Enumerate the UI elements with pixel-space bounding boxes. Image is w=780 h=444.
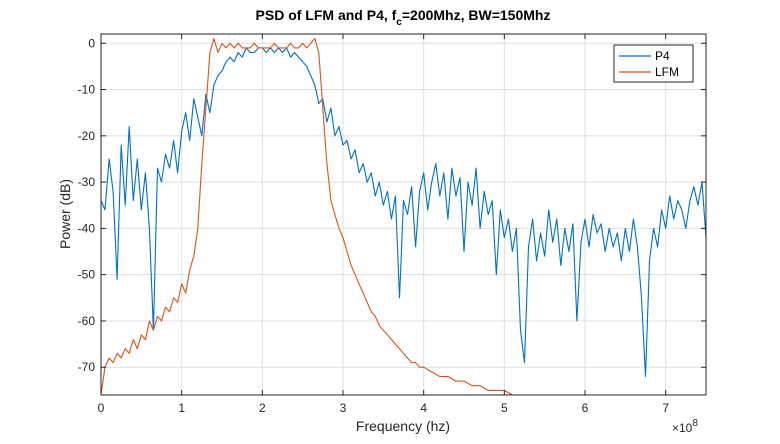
series-line-lfm: [101, 38, 529, 395]
y-axis-label: Power (dB): [57, 179, 73, 249]
x-tick-label: 2: [259, 401, 266, 415]
axis-ticks: 0 1 2 3 4 5 6 7 0 -10 -20 -30 -40 -50 -60 -70: [78, 34, 706, 415]
x-axis-label: Frequency (hz): [356, 418, 450, 434]
y-tick-label: -50: [78, 268, 96, 282]
y-tick-label: -70: [78, 360, 96, 374]
x-tick-label: 4: [420, 401, 427, 415]
x-tick-label: 7: [662, 401, 669, 415]
y-tick-label: -30: [78, 175, 96, 189]
y-tick-label: 0: [88, 36, 95, 50]
x-exponent-power: 8: [692, 418, 698, 429]
plot-frame: [100, 33, 707, 396]
y-tick-label: -60: [78, 314, 96, 328]
chart-title-subscript: c: [396, 17, 402, 28]
chart-title: PSD of LFM and P4, fc=200Mhz, BW=150Mhz: [256, 7, 551, 28]
y-tick-label: -40: [78, 221, 96, 235]
x-tick-label: 3: [340, 401, 347, 415]
y-tick-label: -20: [78, 129, 96, 143]
x-exponent-base: ×10: [672, 421, 693, 435]
legend-box: [613, 44, 694, 83]
x-tick-label: 5: [501, 401, 508, 415]
x-tick-label: 6: [582, 401, 589, 415]
x-exponent-label: ×108: [672, 418, 698, 435]
plot-area: [101, 34, 706, 395]
legend-label-lfm: LFM: [655, 65, 679, 79]
x-tick-label: 0: [98, 401, 105, 415]
chart-title-main: PSD of LFM and P4, f: [256, 7, 397, 23]
legend[interactable]: P4 LFM: [613, 44, 694, 83]
grid-lines: [100, 34, 706, 395]
legend-label-p4: P4: [655, 49, 670, 63]
series-lines: [101, 38, 706, 395]
series-line-p4: [101, 47, 706, 378]
y-tick-label: -10: [78, 83, 96, 97]
chart-title-rest: =200Mhz, BW=150Mhz: [402, 7, 551, 23]
x-tick-label: 1: [178, 401, 185, 415]
